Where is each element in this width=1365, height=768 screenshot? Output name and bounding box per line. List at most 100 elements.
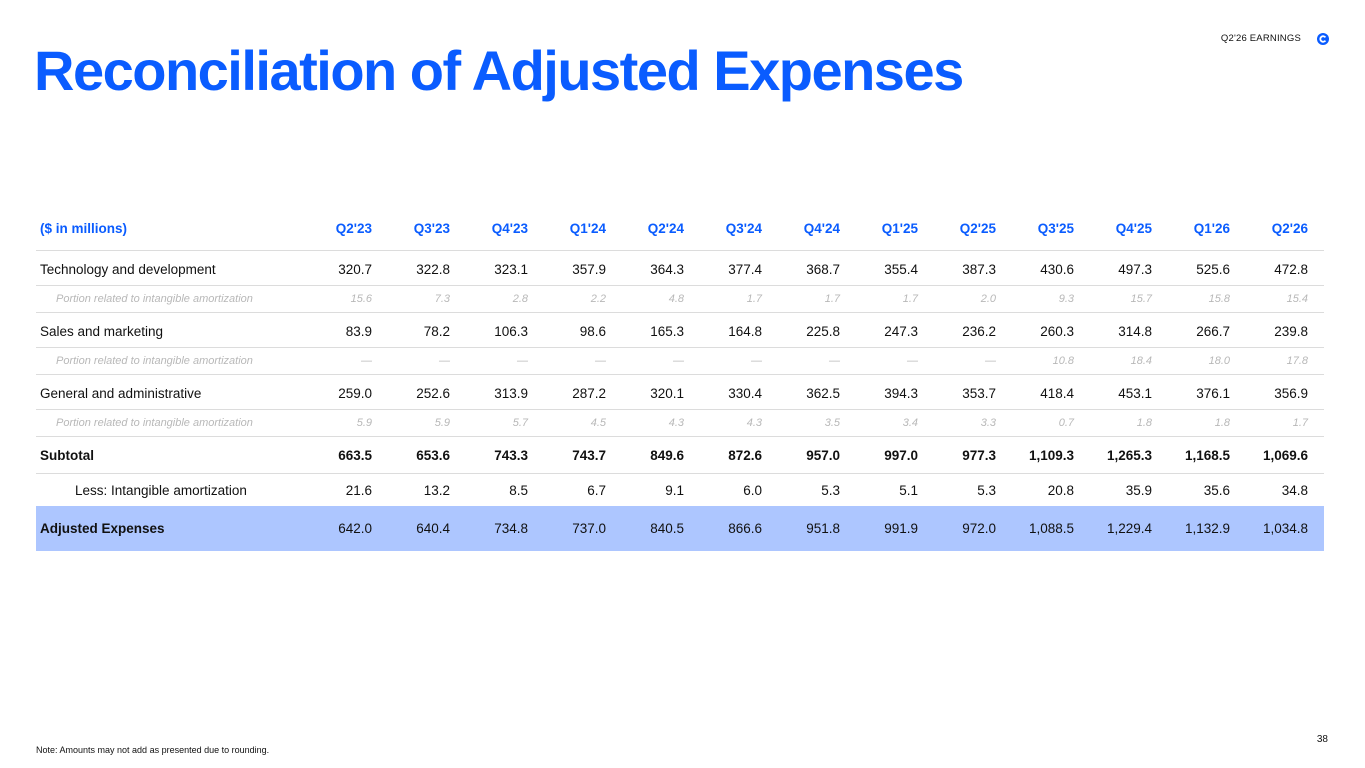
- table-cell: 1.7: [902, 293, 918, 305]
- table-cell: 2.2: [590, 293, 606, 305]
- table-cell: 330.4: [728, 385, 762, 401]
- row-label: Technology and development: [40, 261, 216, 277]
- row-label: Subtotal: [40, 447, 94, 463]
- table-cell: 1,069.6: [1262, 447, 1308, 463]
- coinbase-logo-icon: [1317, 33, 1329, 45]
- table-cell: 260.3: [1040, 323, 1074, 339]
- table-cell: 1,132.9: [1184, 521, 1230, 536]
- table-cell: 314.8: [1118, 323, 1152, 339]
- table-cell: 4.5: [590, 417, 606, 429]
- table-cell: —: [673, 355, 684, 367]
- table-cell: 34.8: [1281, 482, 1308, 498]
- table-cell: 1.8: [1136, 417, 1152, 429]
- table-cell: 642.0: [338, 521, 372, 536]
- table-cell: 18.0: [1208, 355, 1230, 367]
- table-cell: 0.7: [1058, 417, 1074, 429]
- table-cell: 991.9: [884, 521, 918, 536]
- row-label: Portion related to intangible amortizati…: [56, 417, 253, 429]
- row-sales-marketing: Sales and marketing 83.9 78.2 106.3 98.6 165.…: [36, 313, 1324, 348]
- table-cell: 1,088.5: [1028, 521, 1074, 536]
- table-cell: 353.7: [962, 385, 996, 401]
- row-tech-amortization: Portion related to intangible amortizati…: [36, 286, 1324, 313]
- table-cell: 743.3: [494, 447, 528, 463]
- table-cell: 1.7: [1292, 417, 1308, 429]
- column-header: Q3'23: [413, 220, 450, 236]
- table-cell: 98.6: [579, 323, 606, 339]
- table-cell: 368.7: [806, 261, 840, 277]
- table-cell: 5.3: [977, 482, 996, 498]
- row-less-amortization: Less: Intangible amortization 21.6 13.2 8.5…: [36, 474, 1324, 506]
- table-cell: 266.7: [1196, 323, 1230, 339]
- table-cell: 872.6: [728, 447, 762, 463]
- table-cell: 3.5: [824, 417, 840, 429]
- expenses-table: ($ in millions) Q2'23 Q3'23 Q4'23 Q1'24 …: [36, 206, 1324, 551]
- table-cell: 866.6: [728, 521, 762, 536]
- table-cell: 320.7: [338, 261, 372, 277]
- table-cell: 15.7: [1130, 293, 1152, 305]
- table-cell: 320.1: [650, 385, 684, 401]
- table-cell: 743.7: [572, 447, 606, 463]
- row-label: Adjusted Expenses: [40, 521, 165, 536]
- column-header: Q2'26: [1271, 220, 1308, 236]
- table-cell: 430.6: [1040, 261, 1074, 277]
- table-cell: 972.0: [962, 521, 996, 536]
- table-cell: 418.4: [1040, 385, 1074, 401]
- table-cell: 3.4: [902, 417, 918, 429]
- row-general-administrative: General and administrative 259.0 252.6 313.…: [36, 375, 1324, 410]
- table-cell: 1,109.3: [1028, 447, 1074, 463]
- table-cell: 3.3: [980, 417, 996, 429]
- table-cell: 6.0: [743, 482, 762, 498]
- table-cell: 10.8: [1052, 355, 1074, 367]
- table-cell: —: [985, 355, 996, 367]
- column-header: Q2'25: [959, 220, 996, 236]
- table-cell: 5.9: [434, 417, 450, 429]
- column-header: Q4'25: [1115, 220, 1152, 236]
- row-label: Portion related to intangible amortizati…: [56, 355, 253, 367]
- table-cell: 164.8: [728, 323, 762, 339]
- table-cell: 259.0: [338, 385, 372, 401]
- table-cell: —: [361, 355, 372, 367]
- table-cell: 106.3: [494, 323, 528, 339]
- table-cell: 165.3: [650, 323, 684, 339]
- table-cell: 653.6: [416, 447, 450, 463]
- table-cell: —: [907, 355, 918, 367]
- page-number: 38: [1316, 734, 1328, 745]
- table-cell: 5.3: [821, 482, 840, 498]
- table-cell: 4.3: [668, 417, 684, 429]
- table-cell: 840.5: [650, 521, 684, 536]
- table-cell: 387.3: [962, 261, 996, 277]
- table-cell: 355.4: [884, 261, 918, 277]
- table-cell: 5.9: [356, 417, 372, 429]
- table-cell: 497.3: [1118, 261, 1152, 277]
- column-header: Q2'24: [647, 220, 684, 236]
- table-cell: 78.2: [423, 323, 450, 339]
- table-cell: 640.4: [416, 521, 450, 536]
- table-cell: 1.7: [746, 293, 762, 305]
- table-cell: 13.2: [423, 482, 450, 498]
- table-header-row: ($ in millions) Q2'23 Q3'23 Q4'23 Q1'24 …: [36, 206, 1324, 251]
- table-cell: 15.6: [350, 293, 372, 305]
- table-cell: 377.4: [728, 261, 762, 277]
- table-cell: 356.9: [1274, 385, 1308, 401]
- table-cell: 734.8: [494, 521, 528, 536]
- unit-label: ($ in millions): [40, 220, 128, 236]
- table-cell: 9.1: [665, 482, 684, 498]
- table-cell: 1.8: [1214, 417, 1230, 429]
- column-header: Q4'23: [491, 220, 528, 236]
- table-cell: 17.8: [1286, 355, 1308, 367]
- table-cell: 951.8: [806, 521, 840, 536]
- column-header: Q1'24: [569, 220, 606, 236]
- table-cell: 362.5: [806, 385, 840, 401]
- table-cell: 453.1: [1118, 385, 1152, 401]
- table-cell: 15.4: [1286, 293, 1308, 305]
- table-cell: 1,265.3: [1106, 447, 1152, 463]
- table-cell: 977.3: [962, 447, 996, 463]
- table-cell: 1,168.5: [1184, 447, 1230, 463]
- table-cell: 15.8: [1208, 293, 1230, 305]
- table-cell: 364.3: [650, 261, 684, 277]
- table-cell: 322.8: [416, 261, 450, 277]
- row-ga-amortization: Portion related to intangible amortizati…: [36, 410, 1324, 437]
- column-header: Q3'24: [725, 220, 762, 236]
- table-cell: 394.3: [884, 385, 918, 401]
- row-label: Less: Intangible amortization: [75, 482, 247, 498]
